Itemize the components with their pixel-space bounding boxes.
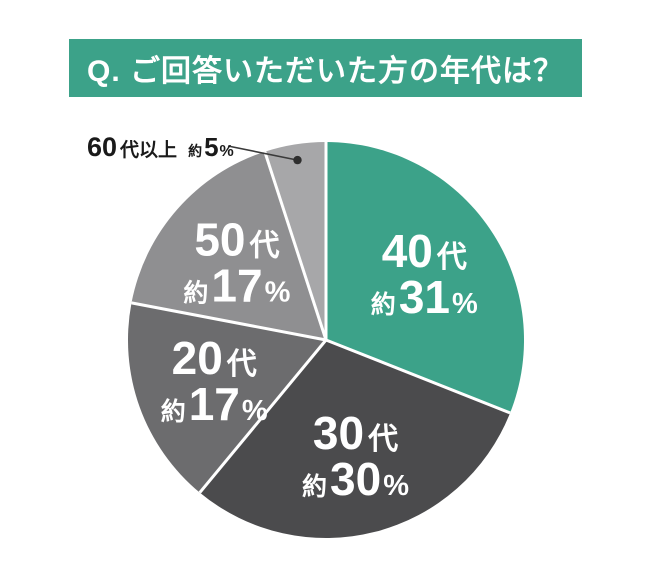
- question-title: Q. ご回答いただいた方の年代は？: [86, 55, 564, 88]
- pie-slice-30s: [199, 340, 511, 539]
- slice-divider-3: [131, 301, 327, 342]
- callout-age-suffix: 代以上: [120, 140, 178, 161]
- slice-divider-1: [325, 338, 511, 415]
- callout-approx-text: 約: [188, 143, 203, 159]
- slice-label-name-50s: 50 代: [194, 213, 279, 265]
- callout-label-60s-plus: 60 代以上 約5%: [87, 132, 234, 167]
- slice-label-value-50s: 約17%: [183, 259, 290, 311]
- slice-label-value-20s: 約17%: [161, 378, 268, 430]
- callout-pct-number: 5: [204, 132, 219, 162]
- slice-label-name-40s: 40 代: [382, 225, 467, 277]
- question-banner: Q. ご回答いただいた方の年代は？: [69, 39, 582, 97]
- pie-slice-20s: [127, 302, 326, 493]
- callout-leader-line: [227, 145, 298, 161]
- slice-label-name-30s: 30 代: [313, 407, 398, 459]
- slice-label-value-30s: 約30%: [302, 453, 409, 505]
- slice-label-name-20s: 20 代: [172, 332, 257, 384]
- pie-slice-40s: [326, 142, 525, 413]
- callout-age-number: 60: [87, 132, 118, 162]
- slice-label-value-40s: 約31%: [371, 271, 478, 323]
- slice-divider-2: [198, 339, 328, 494]
- callout-dot: [293, 155, 302, 165]
- pie-slice-50s: [131, 151, 326, 340]
- slice-divider-4: [263, 151, 328, 341]
- callout-pct-sign: %: [219, 143, 234, 160]
